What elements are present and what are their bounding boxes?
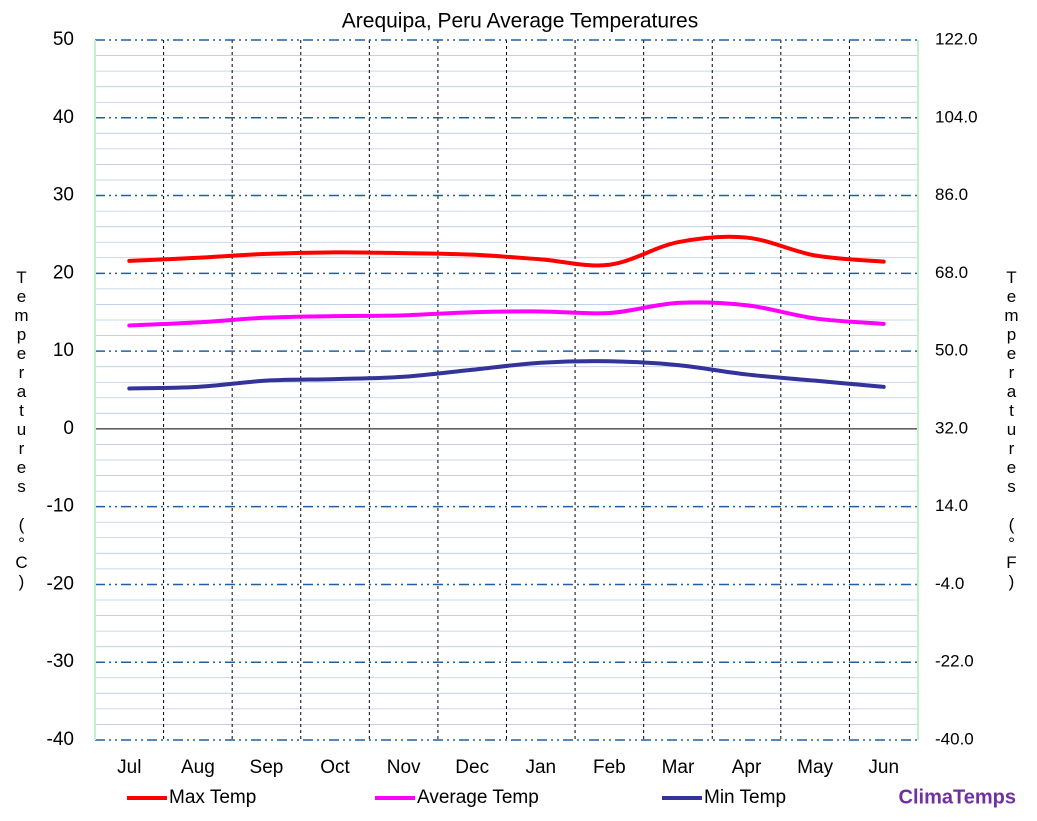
legend-label: Min Temp	[704, 787, 786, 808]
y2-tick-label: 68.0	[935, 263, 968, 282]
x-tick-label: Feb	[593, 757, 626, 778]
y2-tick-label: 32.0	[935, 418, 968, 437]
y2-tick-label: 50.0	[935, 341, 968, 360]
line-series	[127, 234, 886, 268]
y-tick-label: 0	[63, 418, 74, 439]
y2-tick-label: 122.0	[935, 29, 978, 48]
legend-label: Average Temp	[417, 787, 539, 808]
x-tick-label: Jun	[868, 757, 899, 778]
y2-axis-label: Temperatures (°F)	[1002, 268, 1021, 591]
y2-tick-label: 14.0	[935, 496, 968, 515]
y-axis-label: Temperatures (°C)	[12, 268, 31, 591]
y2-tick-label: -22.0	[935, 652, 974, 671]
x-tick-label: Aug	[181, 757, 215, 778]
x-tick-label: Sep	[250, 757, 284, 778]
y2-tick-label: -4.0	[935, 574, 964, 593]
y-tick-label: 50	[53, 29, 74, 50]
y-tick-label: -30	[47, 651, 74, 672]
y-tick-label: 40	[53, 107, 74, 128]
y2-tick-label: -40.0	[935, 729, 974, 748]
x-tick-label: Dec	[455, 757, 489, 778]
y-tick-label: -20	[47, 573, 74, 594]
y-tick-label: 20	[53, 262, 74, 283]
legend-label: Max Temp	[169, 787, 256, 808]
x-tick-label: May	[797, 757, 833, 778]
chart-title: Arequipa, Peru Average Temperatures	[342, 10, 698, 33]
x-tick-label: Mar	[662, 757, 695, 778]
x-tick-label: Jan	[525, 757, 556, 778]
y2-tick-label: 86.0	[935, 185, 968, 204]
y-tick-label: -10	[47, 496, 74, 517]
y2-tick-label: 104.0	[935, 107, 978, 126]
x-tick-label: Apr	[732, 757, 762, 778]
line-series	[127, 300, 886, 328]
line-series	[127, 359, 886, 391]
x-tick-label: Nov	[387, 757, 421, 778]
x-tick-label: Oct	[320, 757, 350, 778]
y-tick-label: -40	[47, 729, 74, 750]
y-tick-label: 30	[53, 185, 74, 206]
brand: ClimaTemps	[899, 786, 1016, 808]
x-tick-label: Jul	[117, 757, 141, 778]
y-tick-label: 10	[53, 340, 74, 361]
